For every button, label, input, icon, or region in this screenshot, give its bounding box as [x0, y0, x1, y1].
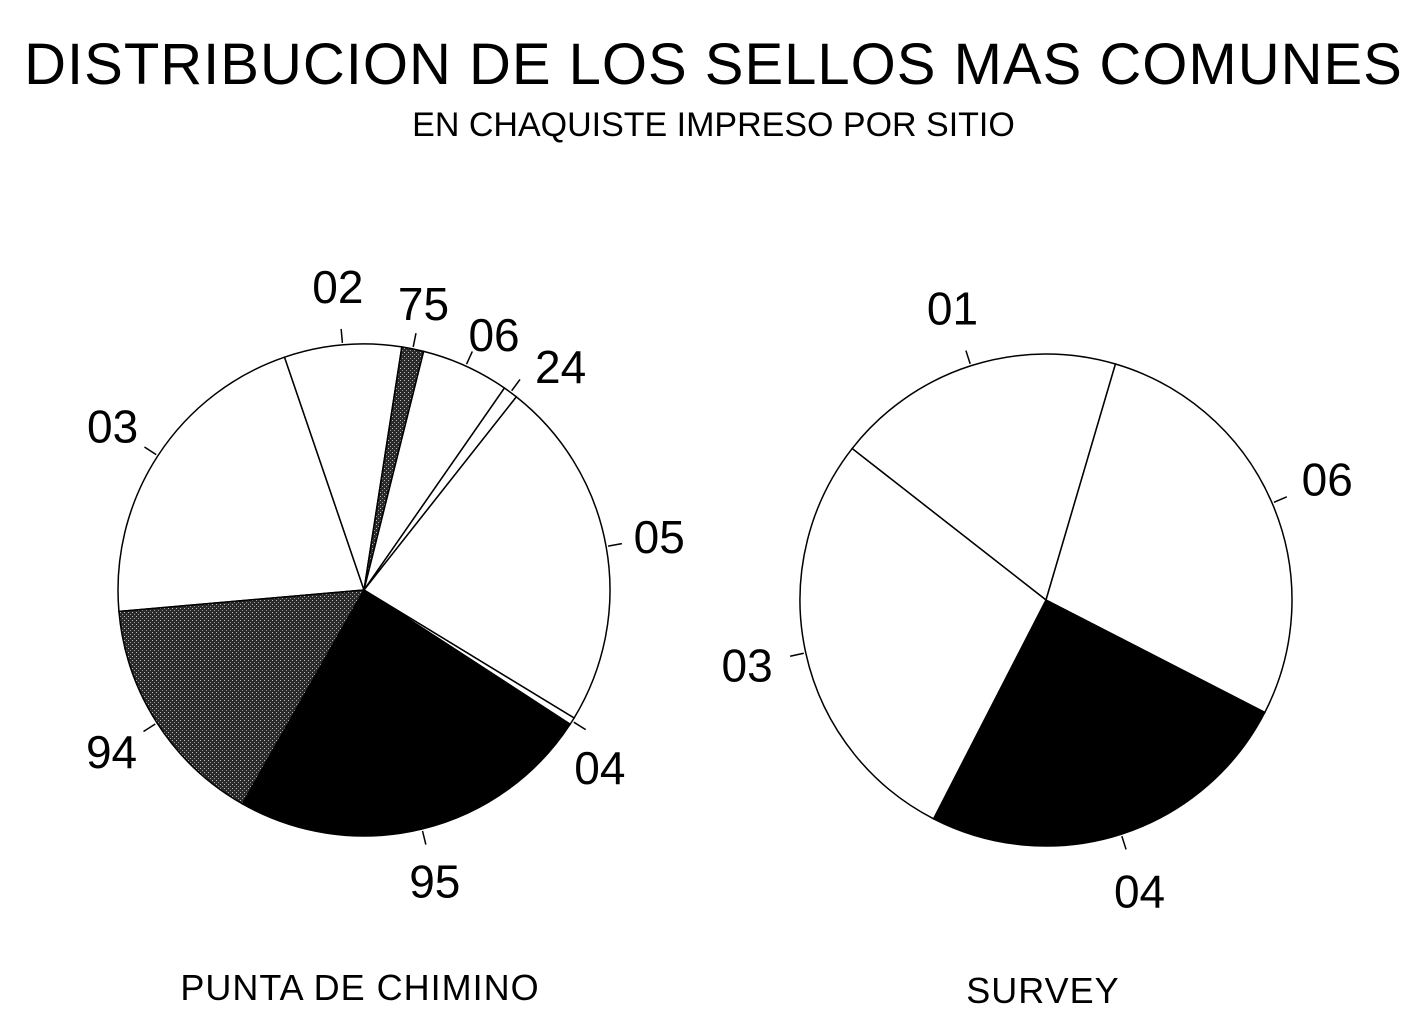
chart-subtitle: EN CHAQUISTE IMPRESO POR SITIO: [412, 106, 1015, 144]
pie-slice-03: [799, 447, 1047, 820]
pie-label-05: 05: [634, 511, 685, 563]
pie-tick-05: [607, 542, 622, 547]
pie-label-06: 06: [468, 309, 519, 361]
pie-tick-02: [340, 328, 344, 344]
pie-tick-06: [1273, 496, 1288, 503]
pie-label-03: 03: [722, 640, 773, 692]
pie-label-03: 03: [87, 400, 138, 452]
pie-slice-94: [118, 589, 366, 805]
pie-tick-04: [573, 721, 587, 731]
pie-slice-02: [283, 343, 403, 591]
pie-label-94: 94: [86, 726, 137, 778]
pie-slice-95: [241, 588, 572, 837]
pie-tick-95: [421, 830, 427, 845]
pie-slice-04: [932, 598, 1266, 847]
pie-survey: 01 06 04 03: [722, 283, 1353, 918]
site-name-punta-de-chimino: PUNTA DE CHIMINO: [180, 967, 539, 1008]
pie-label-01: 01: [927, 283, 978, 335]
pie-tick-03: [789, 652, 804, 657]
pie-label-04: 04: [1114, 865, 1165, 917]
pie-tick-03: [144, 446, 157, 456]
pie-label-75: 75: [398, 278, 449, 330]
pie-tick-04: [1121, 835, 1127, 850]
pie-label-04: 04: [574, 742, 625, 794]
pie-punta-de-chimino: 03 02 75 06 24 05 04 95 94: [86, 261, 685, 907]
pie-tick-94: [143, 723, 156, 733]
pie-label-24: 24: [535, 341, 586, 393]
pie-slice-03: [117, 356, 366, 613]
pie-slice-06: [1045, 363, 1293, 714]
site-name-survey: SURVEY: [966, 970, 1119, 1011]
chart-title: DISTRIBUCION DE LOS SELLOS MAS COMUNES: [24, 32, 1403, 97]
pie-slice-05: [362, 395, 611, 720]
pie-tick-01: [965, 350, 971, 365]
pie-slice-01: [851, 353, 1117, 602]
pie-tick-24: [511, 379, 521, 392]
pie-label-06: 06: [1302, 453, 1353, 505]
pie-label-95: 95: [409, 856, 460, 908]
pie-tick-06: [465, 351, 474, 365]
pie-tick-75: [412, 333, 417, 348]
pie-label-02: 02: [312, 261, 363, 313]
